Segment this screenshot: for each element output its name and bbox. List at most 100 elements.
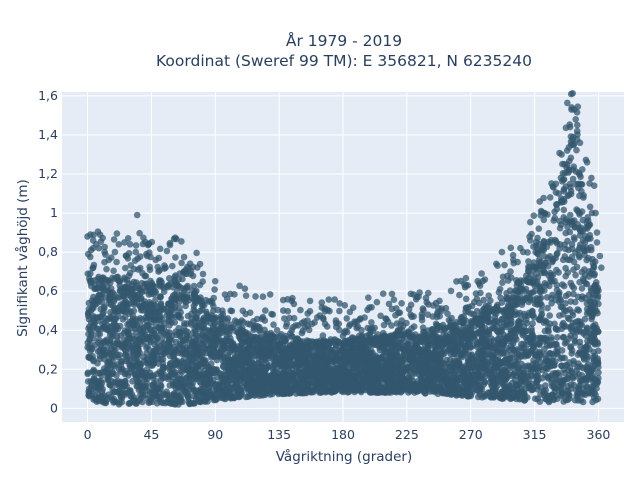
data-point [145, 336, 153, 343]
data-point [177, 397, 185, 405]
data-point [93, 398, 100, 406]
data-point [561, 241, 568, 248]
data-point [189, 379, 196, 387]
data-point [578, 295, 586, 303]
data-point [588, 315, 595, 323]
data-point [552, 296, 559, 304]
data-point [478, 352, 486, 359]
data-point [576, 253, 583, 261]
data-point [144, 343, 151, 350]
data-point [171, 304, 179, 311]
data-point [543, 342, 551, 349]
data-point [153, 392, 160, 400]
data-point [121, 381, 129, 388]
data-point [567, 381, 575, 388]
data-point [413, 388, 421, 395]
data-point [88, 319, 95, 326]
data-point [587, 235, 594, 242]
data-point [448, 335, 455, 343]
data-point [554, 334, 561, 341]
data-point [573, 326, 580, 334]
data-point [515, 295, 522, 303]
data-point [377, 362, 385, 369]
data-point [542, 386, 549, 394]
data-point [591, 379, 598, 387]
data-point [194, 375, 201, 382]
data-point [110, 296, 118, 303]
data-point [226, 348, 234, 356]
data-point [548, 359, 555, 366]
data-point [357, 388, 365, 396]
data-point [516, 389, 523, 396]
data-point [288, 385, 296, 393]
data-point [373, 341, 381, 348]
data-point [559, 256, 567, 264]
data-point [85, 385, 93, 393]
data-point [546, 312, 553, 319]
data-point [160, 288, 168, 296]
data-point [96, 297, 103, 305]
data-point [582, 332, 589, 339]
data-point [441, 390, 448, 397]
data-points [84, 90, 605, 408]
data-point [586, 298, 593, 305]
data-point [125, 400, 133, 407]
data-point [175, 378, 183, 386]
data-point [103, 369, 110, 377]
data-point [544, 304, 551, 312]
data-point [180, 386, 187, 393]
data-point [373, 389, 380, 396]
data-point [534, 278, 541, 286]
data-point [246, 351, 253, 359]
data-point [587, 243, 595, 251]
data-point [163, 348, 171, 355]
data-point [327, 355, 334, 363]
data-point [339, 380, 347, 387]
data-point [167, 400, 175, 407]
data-point [182, 298, 190, 306]
data-point [570, 266, 577, 274]
data-point [294, 361, 302, 368]
data-point [103, 321, 111, 329]
data-point [514, 310, 521, 318]
data-point [190, 302, 198, 310]
data-point [433, 333, 441, 341]
data-point [422, 390, 429, 397]
data-point [205, 372, 212, 379]
data-point [595, 363, 602, 371]
data-point [489, 377, 496, 385]
data-point [274, 344, 282, 351]
data-point [204, 335, 212, 343]
data-point [349, 386, 356, 394]
data-point [202, 308, 210, 316]
data-point [540, 319, 548, 327]
data-point [506, 346, 513, 354]
data-point [552, 325, 560, 332]
data-point [570, 234, 578, 241]
data-point [125, 300, 132, 308]
data-point [242, 393, 250, 401]
data-point [511, 302, 519, 309]
data-point [534, 301, 541, 308]
data-point [211, 366, 218, 373]
data-point [271, 383, 279, 391]
data-point [412, 366, 419, 373]
data-point [569, 175, 577, 183]
data-point [593, 287, 601, 295]
data-point [553, 286, 561, 294]
data-point [279, 382, 287, 390]
data-point [443, 381, 451, 389]
data-point [579, 237, 587, 244]
data-point [529, 311, 537, 319]
data-point [526, 296, 534, 304]
data-point [498, 388, 506, 396]
data-point [566, 395, 573, 402]
data-point [407, 348, 415, 356]
data-point [557, 221, 565, 228]
data-point [124, 321, 131, 328]
data-point [184, 365, 191, 373]
data-point [90, 357, 97, 365]
data-point [536, 348, 543, 356]
data-point [130, 307, 138, 315]
